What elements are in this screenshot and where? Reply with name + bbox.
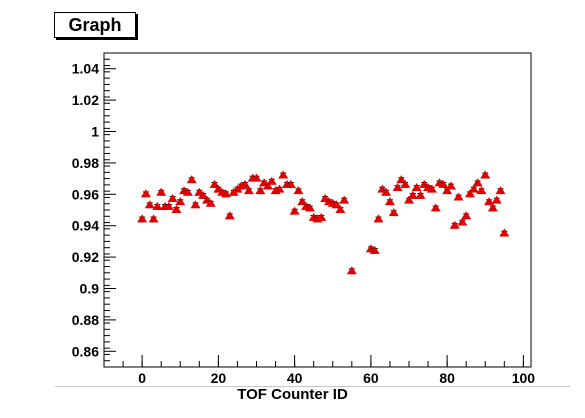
chart-title: Graph <box>54 12 136 38</box>
data-point <box>491 195 502 204</box>
data-point <box>445 181 456 190</box>
data-point <box>495 186 506 195</box>
data-point <box>171 205 182 213</box>
data-point <box>240 179 251 188</box>
data-point <box>442 186 453 195</box>
y-axis: 0.86 0.88 0.9 0.92 0.94 0.96 0.98 1 1.02 1.04 <box>72 52 116 368</box>
data-point <box>251 173 262 182</box>
data-point <box>152 201 163 210</box>
data-point <box>457 217 468 226</box>
data-point <box>487 203 498 212</box>
data-point <box>243 186 254 195</box>
data-point <box>346 266 357 275</box>
x-tick-label: 0 <box>138 370 146 386</box>
y-tick-label: 0.94 <box>72 218 99 234</box>
data-point <box>331 200 342 209</box>
x-axis-label: TOF Counter ID <box>237 386 348 403</box>
divider <box>55 386 570 387</box>
data-point <box>499 228 510 237</box>
data-point <box>221 189 231 198</box>
data-point <box>480 170 491 179</box>
data-point <box>384 197 395 206</box>
data-point <box>373 214 384 223</box>
data-point <box>304 203 315 212</box>
y-tick-label: 0.92 <box>72 249 99 265</box>
y-tick-label: 1.02 <box>72 92 99 108</box>
data-point <box>297 197 308 206</box>
data-point <box>404 195 414 204</box>
x-tick-label: 20 <box>211 370 227 386</box>
data-point <box>400 179 411 188</box>
data-point <box>369 245 380 254</box>
data-point <box>167 194 178 203</box>
x-tick-label: 40 <box>287 370 303 386</box>
data-point <box>255 186 266 195</box>
data-point <box>140 189 151 198</box>
data-point <box>205 198 216 207</box>
data-point <box>335 205 346 213</box>
data-point <box>411 183 422 192</box>
data-point <box>407 190 418 199</box>
data-point <box>339 195 350 204</box>
y-tick-label: 0.98 <box>72 155 99 171</box>
y-tick-label: 1.04 <box>72 61 99 77</box>
data-point <box>415 190 426 199</box>
data-point <box>278 170 289 179</box>
data-points <box>137 170 510 275</box>
data-point <box>274 184 285 193</box>
data-point <box>449 220 460 229</box>
data-point <box>198 190 209 199</box>
x-axis: 0 20 40 60 80 100 <box>103 355 536 386</box>
data-point <box>186 175 197 184</box>
data-point <box>426 184 437 193</box>
data-point <box>209 179 220 188</box>
data-point <box>468 184 479 193</box>
data-point <box>472 178 483 187</box>
data-point <box>438 179 449 188</box>
data-point <box>156 187 167 196</box>
y-tick-label: 0.86 <box>72 343 99 359</box>
data-point <box>484 197 495 206</box>
data-point <box>148 214 159 223</box>
x-tick-label: 60 <box>363 370 379 386</box>
data-point <box>144 200 155 209</box>
data-point <box>224 211 235 220</box>
y-tick-label: 1 <box>91 124 99 140</box>
plot-frame <box>103 52 532 368</box>
data-point <box>381 187 392 196</box>
data-point <box>430 203 441 212</box>
data-point <box>175 197 186 206</box>
data-point <box>182 187 193 196</box>
data-point <box>289 206 300 215</box>
data-point <box>190 200 201 209</box>
data-point <box>476 186 487 195</box>
y-tick-label: 0.96 <box>72 186 99 202</box>
data-point <box>137 214 148 223</box>
data-point <box>453 192 464 201</box>
y-tick-label: 0.9 <box>80 281 100 297</box>
data-point <box>392 183 403 192</box>
data-point <box>293 186 304 195</box>
data-point <box>266 176 277 185</box>
data-point <box>316 212 327 221</box>
y-tick-label: 0.88 <box>72 312 99 328</box>
data-point <box>262 181 273 190</box>
data-point <box>465 189 475 198</box>
x-tick-label: 100 <box>512 370 536 386</box>
data-point <box>163 201 174 210</box>
data-point <box>396 175 407 184</box>
x-tick-label: 80 <box>439 370 455 386</box>
data-point <box>285 179 296 188</box>
data-point <box>461 211 472 220</box>
data-point <box>388 208 399 217</box>
